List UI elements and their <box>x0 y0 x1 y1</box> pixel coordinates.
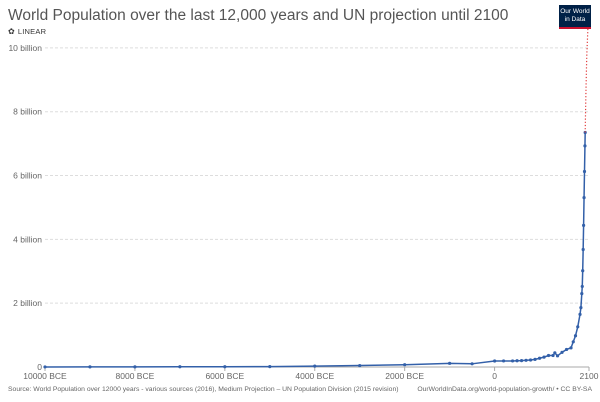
data-point[interactable] <box>403 363 407 367</box>
x-tick-label: 8000 BCE <box>116 371 155 381</box>
x-tick-label: 2100 <box>580 371 599 381</box>
data-point[interactable] <box>537 356 542 360</box>
source-note: Source: World Population over 12000 year… <box>8 386 399 393</box>
data-point[interactable] <box>501 359 506 363</box>
data-point[interactable] <box>470 362 474 366</box>
x-tick-label: 6000 BCE <box>205 371 244 381</box>
logo-line-2: in Data <box>564 15 586 23</box>
data-point[interactable] <box>178 365 182 369</box>
data-point[interactable] <box>560 350 564 354</box>
x-tick-label: 10000 BCE <box>23 371 67 381</box>
data-point[interactable] <box>553 351 557 355</box>
data-point[interactable] <box>313 364 317 368</box>
population-line <box>44 132 586 368</box>
data-point[interactable] <box>493 359 497 363</box>
logo-line-1: Our World <box>560 8 590 15</box>
y-tick-label: 2 billion <box>13 298 42 308</box>
data-point[interactable] <box>358 363 362 368</box>
data-point[interactable] <box>268 365 272 369</box>
x-tick-label: 4000 BCE <box>295 371 334 381</box>
x-tick-label: 0 <box>492 371 497 381</box>
chart-title: World Population over the last 12,000 ye… <box>8 7 509 24</box>
data-point[interactable] <box>223 365 227 369</box>
data-point[interactable] <box>582 195 586 200</box>
data-point[interactable] <box>569 346 573 350</box>
y-tick-label: 8 billion <box>13 107 42 117</box>
data-point[interactable] <box>524 358 528 362</box>
y-tick-label: 0 <box>37 362 42 372</box>
data-point[interactable] <box>583 130 587 135</box>
data-point[interactable] <box>582 169 587 174</box>
gear-icon: ✿ <box>8 26 15 36</box>
grid-lines <box>45 47 589 368</box>
x-tick-label: 2000 BCE <box>385 371 424 381</box>
data-point[interactable] <box>546 353 551 358</box>
data-point[interactable] <box>579 306 583 310</box>
data-point[interactable] <box>580 284 584 289</box>
data-point[interactable] <box>578 312 582 316</box>
data-point[interactable] <box>448 361 452 365</box>
data-point[interactable] <box>533 357 537 361</box>
owid-logo[interactable]: Our World in Data <box>559 5 591 29</box>
data-point[interactable] <box>555 354 560 358</box>
data-point[interactable] <box>133 365 137 369</box>
data-point[interactable] <box>528 358 533 362</box>
series-layer <box>43 9 590 369</box>
data-point[interactable] <box>564 347 569 352</box>
data-point[interactable] <box>581 269 585 273</box>
data-point[interactable] <box>43 365 47 369</box>
axes: 0 2 billion 4 billion 6 billion 8 billion 10 … <box>8 43 598 381</box>
data-point[interactable] <box>576 325 580 329</box>
y-tick-label: 10 billion <box>8 43 42 53</box>
scale-toggle-label: LINEAR <box>17 27 47 36</box>
data-point[interactable] <box>542 355 546 359</box>
scale-toggle-button[interactable]: ✿ LINEAR <box>8 27 46 36</box>
data-point[interactable] <box>88 365 92 369</box>
data-point[interactable] <box>580 292 584 296</box>
data-point[interactable] <box>582 223 586 227</box>
data-point[interactable] <box>571 340 575 344</box>
data-point[interactable] <box>583 144 587 148</box>
data-point[interactable] <box>510 359 515 363</box>
data-point[interactable] <box>551 353 555 358</box>
data-point[interactable] <box>519 359 524 363</box>
y-tick-label: 4 billion <box>13 234 42 244</box>
y-tick-label: 6 billion <box>13 171 42 181</box>
data-point[interactable] <box>515 359 519 363</box>
source-link[interactable]: OurWorldInData.org/world-population-grow… <box>417 386 592 393</box>
data-point[interactable] <box>573 334 578 338</box>
data-point[interactable] <box>581 247 585 252</box>
